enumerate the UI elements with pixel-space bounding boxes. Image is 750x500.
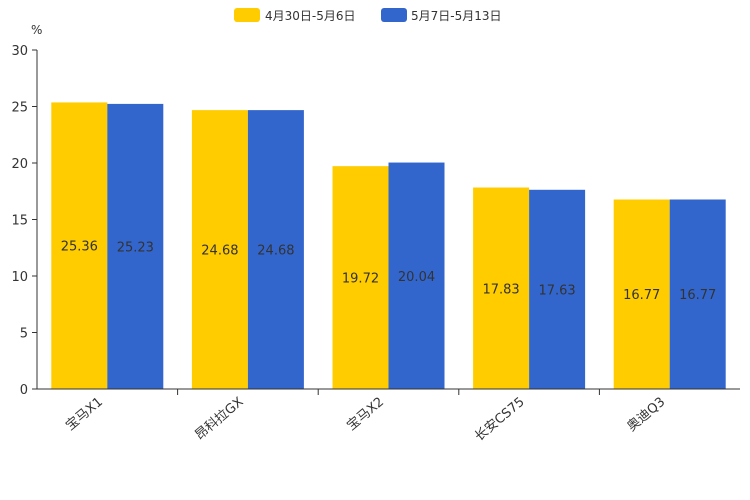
bars: 25.36 25.23 24.68 24.68 19.72 20.04 17.83 17.63… xyxy=(51,102,726,389)
y-tick-label: 15 xyxy=(11,214,28,229)
y-tick-label: 30 xyxy=(11,44,28,59)
bar xyxy=(332,166,389,389)
legend-label: 4月30日-5月6日 xyxy=(265,9,356,23)
y-tick-label: 25 xyxy=(11,101,28,116)
data-label: 24.68 xyxy=(201,244,238,259)
legend-label: 5月7日-5月13日 xyxy=(411,9,502,23)
bar xyxy=(388,162,445,389)
x-axis: 宝马X1 昂科拉GX 宝马X2 长安CS75 奥迪Q3 xyxy=(37,388,740,445)
data-label: 25.36 xyxy=(61,240,98,255)
y-tick-label: 20 xyxy=(11,157,28,172)
x-category-label: 奥迪Q3 xyxy=(625,395,669,435)
x-category-label: 长安CS75 xyxy=(472,395,528,445)
bar xyxy=(51,102,108,389)
legend-swatch xyxy=(234,8,260,22)
data-label: 25.23 xyxy=(117,240,154,255)
bar xyxy=(191,110,248,389)
y-tick-label: 0 xyxy=(20,383,28,398)
data-label: 16.77 xyxy=(679,288,716,303)
data-label: 19.72 xyxy=(342,272,379,287)
bar xyxy=(247,110,304,389)
legend-swatch xyxy=(381,8,407,22)
data-label: 17.63 xyxy=(538,283,575,298)
y-axis-unit-label: % xyxy=(31,23,42,37)
data-label: 20.04 xyxy=(398,270,435,285)
data-label: 16.77 xyxy=(623,288,660,303)
bar xyxy=(473,187,530,389)
y-tick-label: 5 xyxy=(20,327,28,342)
bar xyxy=(529,189,586,389)
x-category-label: 宝马X2 xyxy=(344,395,387,434)
y-tick-label: 10 xyxy=(11,270,28,285)
x-category-label: 昂科拉GX xyxy=(192,395,246,444)
bar xyxy=(613,199,670,389)
bar xyxy=(669,199,726,389)
legend: 4月30日-5月6日 5月7日-5月13日 xyxy=(234,8,502,23)
x-category-label: 宝马X1 xyxy=(63,395,106,434)
data-label: 17.83 xyxy=(482,282,519,297)
y-axis: 0 5 10 15 20 25 30 xyxy=(11,44,38,398)
bar xyxy=(107,103,164,389)
data-label: 24.68 xyxy=(257,244,294,259)
